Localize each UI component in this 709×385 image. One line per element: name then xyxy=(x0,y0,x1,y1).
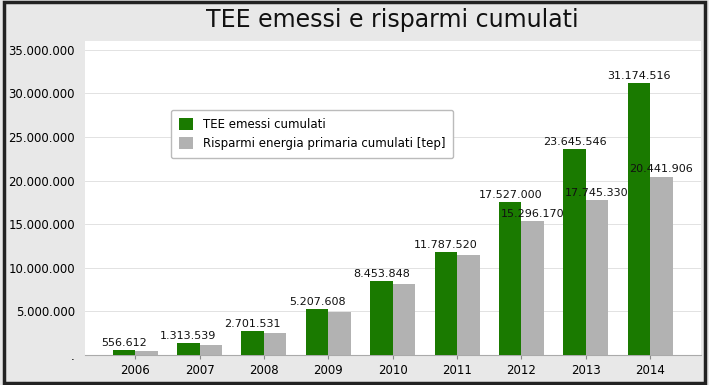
Title: TEE emessi e risparmi cumulati: TEE emessi e risparmi cumulati xyxy=(206,8,579,32)
Bar xyxy=(563,149,586,355)
Bar xyxy=(393,284,415,355)
Bar xyxy=(499,202,521,355)
Bar xyxy=(627,83,650,355)
Text: 1.313.539: 1.313.539 xyxy=(160,331,216,341)
Text: 2.701.531: 2.701.531 xyxy=(225,319,281,329)
Legend: TEE emessi cumulati, Risparmi energia primaria cumulati [tep]: TEE emessi cumulati, Risparmi energia pr… xyxy=(171,110,453,158)
Bar xyxy=(328,311,351,355)
Text: 11.787.520: 11.787.520 xyxy=(414,240,478,250)
Text: 8.453.848: 8.453.848 xyxy=(353,269,410,279)
Bar xyxy=(135,352,157,355)
Text: 556.612: 556.612 xyxy=(101,338,147,348)
Text: 15.296.170: 15.296.170 xyxy=(501,209,564,219)
Bar xyxy=(650,177,673,355)
Text: 31.174.516: 31.174.516 xyxy=(607,71,671,81)
Bar xyxy=(586,200,608,355)
Bar xyxy=(521,221,544,355)
Text: 23.645.546: 23.645.546 xyxy=(542,137,606,147)
Bar xyxy=(435,252,457,355)
Bar xyxy=(457,254,479,355)
Bar xyxy=(113,350,135,355)
Bar xyxy=(264,333,286,355)
Text: 5.207.608: 5.207.608 xyxy=(289,297,345,307)
Text: 17.527.000: 17.527.000 xyxy=(479,190,542,200)
Bar xyxy=(370,281,393,355)
Bar xyxy=(199,345,222,355)
Bar xyxy=(241,331,264,355)
Text: 20.441.906: 20.441.906 xyxy=(630,164,693,174)
Text: 17.745.330: 17.745.330 xyxy=(565,188,629,198)
Bar xyxy=(177,343,199,355)
Bar xyxy=(306,309,328,355)
